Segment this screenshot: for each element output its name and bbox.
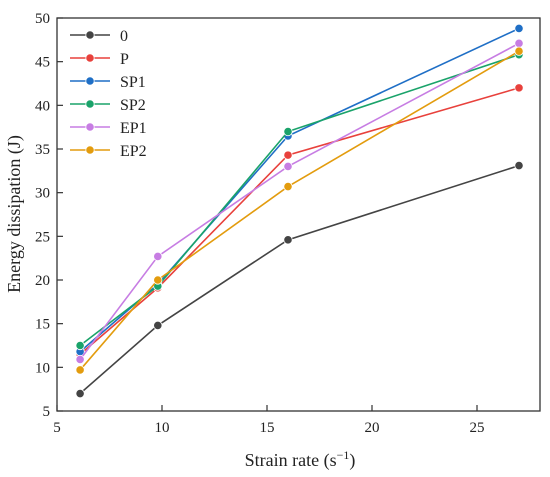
legend-item-p: P <box>70 51 129 68</box>
legend-marker <box>85 122 95 132</box>
series-line-p <box>79 87 520 355</box>
legend-label: P <box>120 51 129 68</box>
legend-item-sp1: SP1 <box>70 74 146 91</box>
legend-marker <box>85 53 95 63</box>
legend-marker <box>85 99 95 109</box>
data-point-ep2 <box>283 181 293 192</box>
y-tick-label: 45 <box>35 55 50 71</box>
data-point-ep2 <box>153 275 163 285</box>
series-line-0 <box>79 164 520 395</box>
y-tick-label: 15 <box>35 317 50 333</box>
axis-ticks: 5 10 15 20 25 5 10 15 20 25 30 35 40 45 50 <box>35 11 485 436</box>
series-ep2 <box>75 46 524 375</box>
legend-item-ep2: EP2 <box>70 143 147 160</box>
data-point-0 <box>283 235 293 245</box>
legend-label: SP1 <box>120 74 146 91</box>
series-layer <box>75 23 524 399</box>
data-point-sp2 <box>283 126 293 137</box>
x-tick-label: 25 <box>470 420 485 436</box>
x-axis-title: Strain rate (s−1) <box>245 448 356 471</box>
y-tick-label: 30 <box>35 186 50 202</box>
data-point-ep1 <box>514 38 524 48</box>
data-point-ep1 <box>153 251 163 262</box>
series-ep1 <box>75 38 524 365</box>
series-line-ep2 <box>79 50 520 371</box>
data-point-ep1 <box>75 354 85 365</box>
legend-marker <box>85 76 95 86</box>
data-point-sp2 <box>75 340 85 351</box>
data-point-ep1 <box>283 161 293 172</box>
y-tick-label: 40 <box>35 98 50 114</box>
data-point-0 <box>153 320 163 331</box>
legend-item-sp2: SP2 <box>70 97 146 114</box>
data-point-sp1 <box>514 23 524 34</box>
legend-item-ep1: EP1 <box>70 120 147 137</box>
legend-item-0: 0 <box>70 28 128 45</box>
series-line-ep1 <box>79 42 520 360</box>
y-tick-label: 50 <box>35 11 50 27</box>
legend-label: EP1 <box>120 120 147 137</box>
series-line-sp2 <box>79 53 520 347</box>
y-tick-label: 5 <box>43 404 51 420</box>
y-tick-label: 20 <box>35 273 50 289</box>
data-point-0 <box>75 388 85 399</box>
legend-label: 0 <box>120 28 128 45</box>
data-point-p <box>514 83 524 93</box>
data-point-0 <box>514 160 524 171</box>
y-axis-title: Energy dissipation (J) <box>4 135 25 293</box>
legend-marker <box>85 145 95 155</box>
series-line-sp1 <box>79 27 520 353</box>
legend-label: SP2 <box>120 97 146 114</box>
series-sp2 <box>75 50 524 351</box>
y-tick-label: 35 <box>35 142 50 158</box>
legend-marker <box>85 30 95 40</box>
legend: 0 P SP1 SP2 EP1 EP2 <box>70 28 147 160</box>
x-tick-label: 15 <box>260 420 275 436</box>
plot-frame <box>56 17 541 412</box>
data-point-ep2 <box>75 365 85 375</box>
x-tick-label: 20 <box>365 420 380 436</box>
data-point-ep2 <box>514 46 524 56</box>
y-tick-label: 10 <box>35 360 50 376</box>
x-tick-label: 5 <box>53 420 61 436</box>
y-tick-label: 25 <box>35 229 50 245</box>
legend-label: EP2 <box>120 143 147 160</box>
x-tick-label: 10 <box>155 420 170 436</box>
series-0 <box>75 160 524 399</box>
data-point-p <box>283 150 293 160</box>
